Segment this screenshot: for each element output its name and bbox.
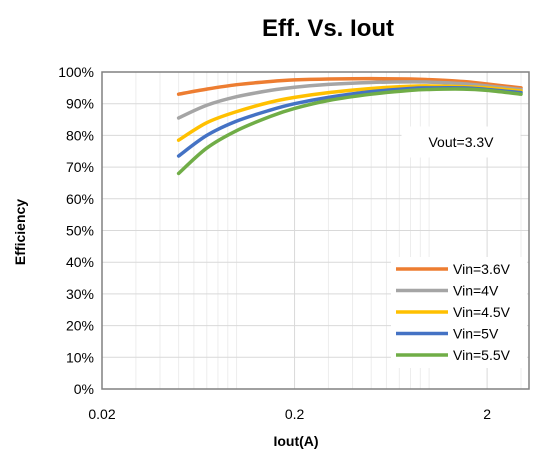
series-line-vin-3-6v xyxy=(176,76,523,96)
annotation-vout: Vout=3.3V xyxy=(428,134,494,150)
y-tick-label: 50% xyxy=(66,223,94,239)
y-tick-label: 60% xyxy=(66,191,94,207)
y-tick-label: 30% xyxy=(66,286,94,302)
x-tick-labels: 0.02 0.2 2 xyxy=(88,406,491,422)
chart-title: Eff. Vs. Iout xyxy=(262,15,394,42)
legend-label: Vin=5.5V xyxy=(453,347,511,363)
x-tick-label: 2 xyxy=(483,406,491,422)
series-line-vin-4v xyxy=(176,80,523,120)
series-lines xyxy=(176,76,523,176)
y-axis-title: Efficiency xyxy=(12,199,28,265)
y-tick-label: 40% xyxy=(66,254,94,270)
annotation-box: Vout=3.3V xyxy=(401,126,521,158)
legend-label: Vin=4.5V xyxy=(453,304,511,320)
legend-label: Vin=5V xyxy=(453,326,499,342)
x-tick-label: 0.2 xyxy=(285,406,305,422)
annotation-background xyxy=(401,126,521,158)
legend: Vin=3.6V Vin=4V Vin=4.5V Vin=5V Vin=5.5V xyxy=(391,257,527,368)
y-tick-label: 10% xyxy=(66,349,94,365)
y-tick-label: 20% xyxy=(66,318,94,334)
y-tick-labels: 0% 10% 20% 30% 40% 50% 60% 70% 80% 90% 100% xyxy=(58,64,94,397)
y-tick-label: 80% xyxy=(66,127,94,143)
y-tick-label: 100% xyxy=(58,64,94,80)
y-tick-label: 90% xyxy=(66,96,94,112)
legend-label: Vin=4V xyxy=(453,283,499,299)
plot-area-border xyxy=(101,71,530,390)
x-tick-label: 0.02 xyxy=(88,406,115,422)
legend-label: Vin=3.6V xyxy=(453,261,511,277)
x-axis-title: Iout(A) xyxy=(273,433,318,449)
series-line-vin-5-5v xyxy=(176,87,523,176)
y-tick-label: 70% xyxy=(66,159,94,175)
y-tick-label: 0% xyxy=(74,381,94,397)
